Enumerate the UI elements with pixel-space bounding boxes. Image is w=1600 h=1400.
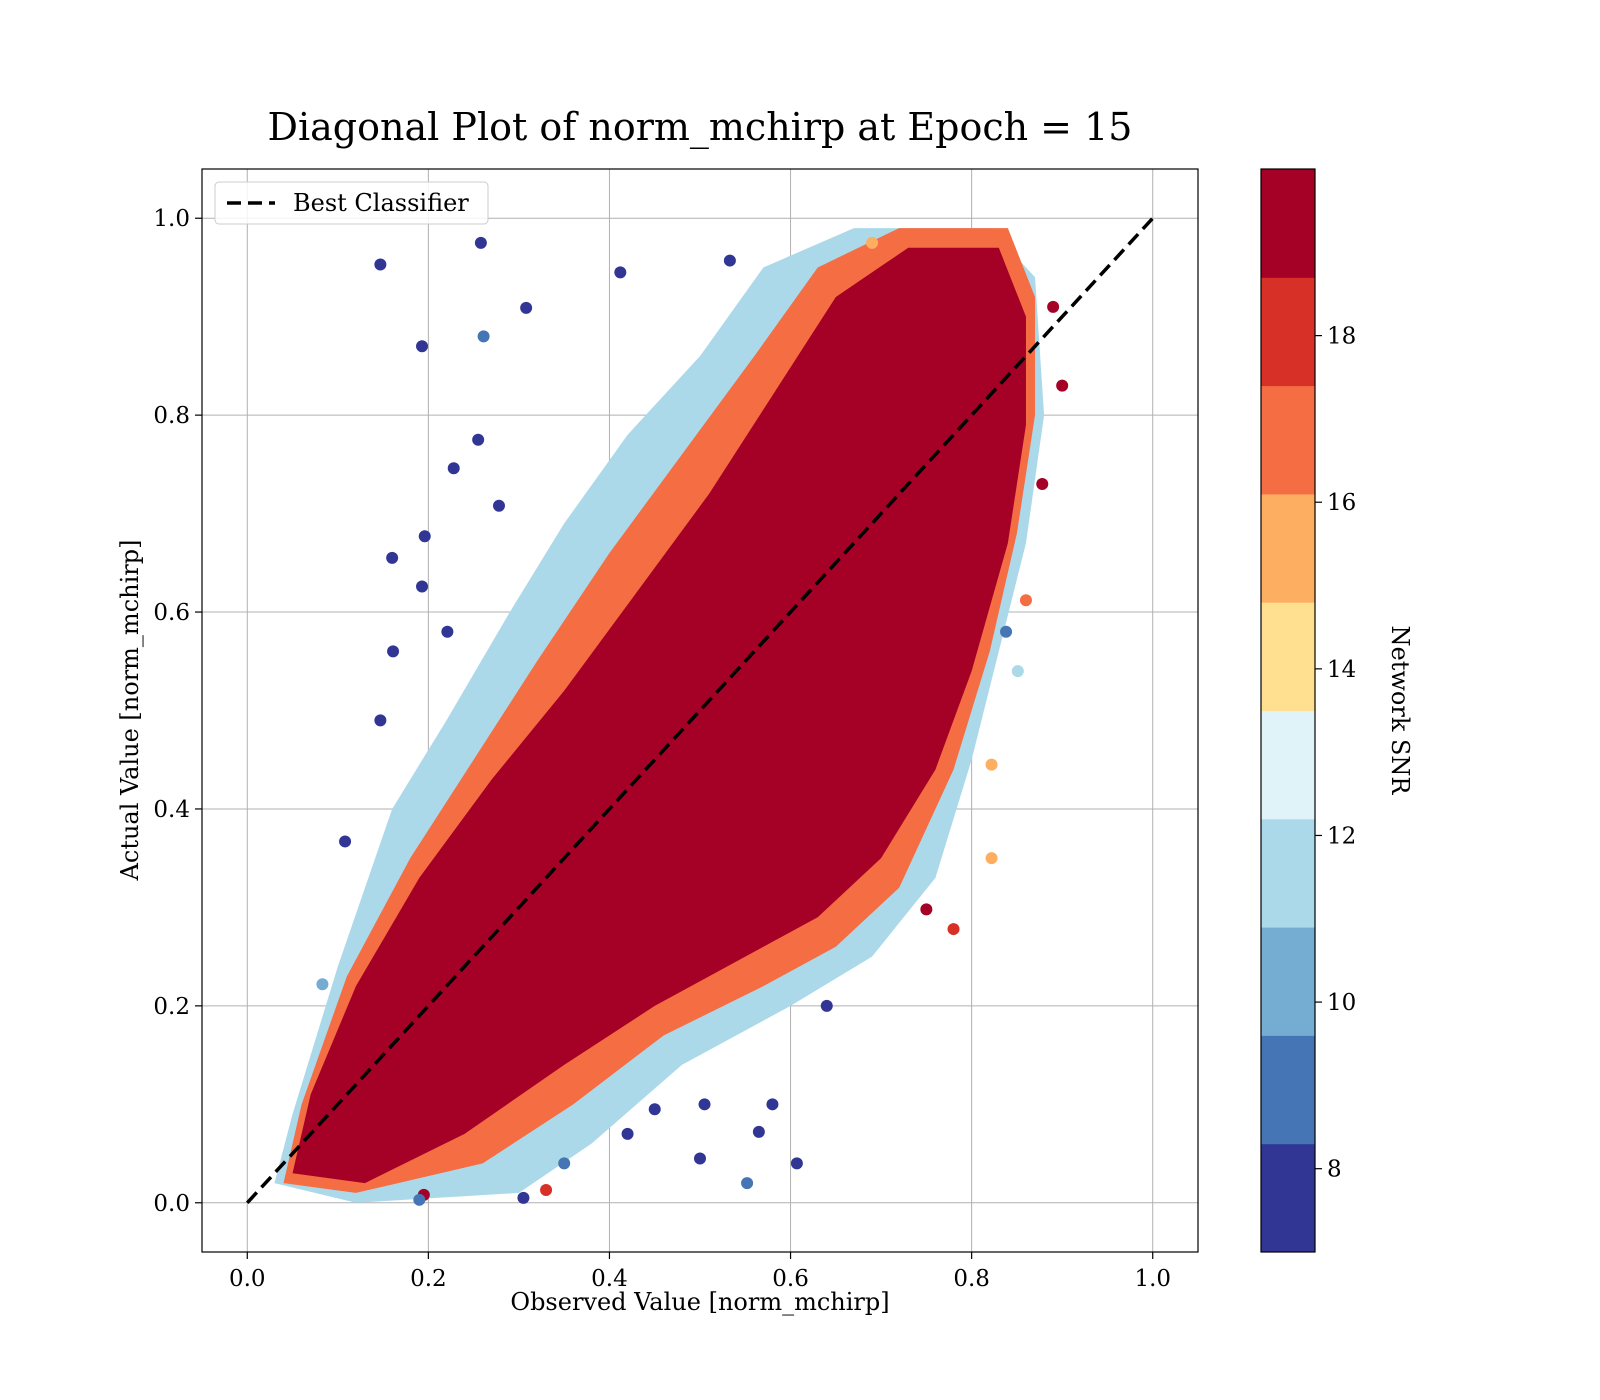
legend: Best Classifier bbox=[214, 181, 489, 225]
colorbar-frame bbox=[1260, 168, 1316, 1253]
scatter-point bbox=[723, 254, 736, 267]
colorbar-segment bbox=[1261, 277, 1315, 387]
colorbar-segment bbox=[1261, 493, 1315, 603]
best-classifier-line bbox=[245, 217, 1155, 1204]
scatter-point bbox=[694, 1152, 706, 1165]
colorbar-label: Network SNR bbox=[1386, 626, 1414, 796]
colorbar-segment bbox=[1261, 1035, 1315, 1145]
scatter-point bbox=[540, 1183, 553, 1196]
scatter-point bbox=[447, 462, 460, 475]
scatter-point bbox=[472, 433, 485, 446]
y-axis-label: Actual Value [norm_mchirp] bbox=[116, 540, 144, 882]
x-axis-ticks: 0.0 0.2 0.4 0.6 0.8 1.0 bbox=[229, 1252, 1171, 1292]
colorbar-ticks: 8 10 12 14 16 18 bbox=[1315, 324, 1356, 1183]
x-tick-label: 0.6 bbox=[772, 1266, 809, 1292]
scatter-point bbox=[621, 1127, 634, 1140]
colorbar-segment bbox=[1261, 385, 1315, 495]
colorbar-tick-label: 12 bbox=[1327, 823, 1356, 849]
scatter-point bbox=[477, 330, 490, 343]
scatter-point bbox=[1011, 665, 1024, 678]
scatter-point bbox=[1000, 625, 1013, 638]
scatter-point bbox=[386, 551, 399, 564]
y-tick-label: 0.2 bbox=[153, 994, 190, 1020]
scatter-point bbox=[1047, 300, 1060, 313]
scatter-point bbox=[374, 258, 387, 271]
colorbar-tick-label: 10 bbox=[1327, 990, 1356, 1016]
y-tick-label: 0.6 bbox=[153, 600, 190, 626]
colorbar bbox=[1261, 169, 1315, 1253]
x-axis-label: Observed Value [norm_mchirp] bbox=[510, 1288, 889, 1316]
scatter-point bbox=[766, 1098, 779, 1111]
scatter-point bbox=[790, 1157, 803, 1170]
y-axis-ticks: 0.0 0.2 0.4 0.6 0.8 1.0 bbox=[153, 206, 202, 1217]
colorbar-segment bbox=[1261, 602, 1315, 711]
colorbar-tick-label: 8 bbox=[1327, 1157, 1342, 1183]
scatter-point bbox=[416, 340, 429, 353]
scatter-point bbox=[339, 835, 352, 848]
scatter-point bbox=[416, 580, 429, 593]
scatter-point bbox=[648, 1103, 661, 1116]
x-tick-label: 0.2 bbox=[410, 1266, 447, 1292]
scatter-point bbox=[741, 1177, 754, 1190]
colorbar-tick-label: 18 bbox=[1327, 324, 1356, 350]
x-tick-label: 1.0 bbox=[1134, 1266, 1171, 1292]
y-tick-label: 0.0 bbox=[153, 1191, 190, 1217]
scatter-point bbox=[1036, 478, 1049, 491]
y-tick-label: 1.0 bbox=[153, 206, 190, 232]
y-tick-label: 0.4 bbox=[153, 797, 190, 823]
scatter-point bbox=[752, 1125, 765, 1138]
scatter-point bbox=[1056, 379, 1069, 392]
scatter-point bbox=[316, 978, 329, 991]
scatter-point bbox=[985, 852, 998, 865]
scatter-point bbox=[441, 625, 454, 638]
legend-entry-label: Best Classifier bbox=[293, 189, 469, 217]
scatter-point bbox=[492, 499, 505, 512]
scatter-point bbox=[418, 530, 431, 543]
colorbar-tick-label: 16 bbox=[1327, 490, 1356, 516]
colorbar-segment bbox=[1261, 1143, 1315, 1253]
scatter-point bbox=[374, 714, 387, 727]
legend-frame bbox=[214, 181, 489, 225]
colorbar-tick-label: 14 bbox=[1327, 657, 1356, 683]
scatter-point bbox=[920, 903, 933, 916]
scatter-point bbox=[866, 236, 879, 249]
scatter-point bbox=[558, 1157, 571, 1170]
scatter-point bbox=[413, 1193, 426, 1206]
y-tick-label: 0.8 bbox=[153, 403, 190, 429]
x-tick-label: 0.4 bbox=[591, 1266, 628, 1292]
scatter-point bbox=[1019, 594, 1032, 607]
x-tick-label: 0.0 bbox=[229, 1266, 266, 1292]
scatter-point bbox=[947, 923, 960, 936]
scatter-density-core bbox=[292, 247, 1026, 1184]
scatter-point bbox=[387, 645, 400, 658]
colorbar-segment bbox=[1261, 169, 1315, 278]
chart-title: Diagonal Plot of norm_mchirp at Epoch = … bbox=[268, 105, 1133, 150]
scatter-point bbox=[820, 999, 833, 1012]
x-tick-label: 0.8 bbox=[953, 1266, 990, 1292]
scatter-point bbox=[698, 1098, 711, 1111]
scatter-point bbox=[474, 236, 487, 249]
plot-frame bbox=[201, 168, 1199, 1253]
scatter-point bbox=[938, 251, 951, 264]
scatter-point bbox=[517, 1191, 530, 1204]
scatter-points bbox=[316, 236, 1069, 1206]
colorbar-segment bbox=[1261, 818, 1315, 928]
scatter-point bbox=[614, 266, 627, 279]
scatter-point bbox=[985, 758, 998, 771]
scatter-point bbox=[520, 301, 533, 314]
colorbar-segment bbox=[1261, 710, 1315, 820]
colorbar-segment bbox=[1261, 927, 1315, 1036]
